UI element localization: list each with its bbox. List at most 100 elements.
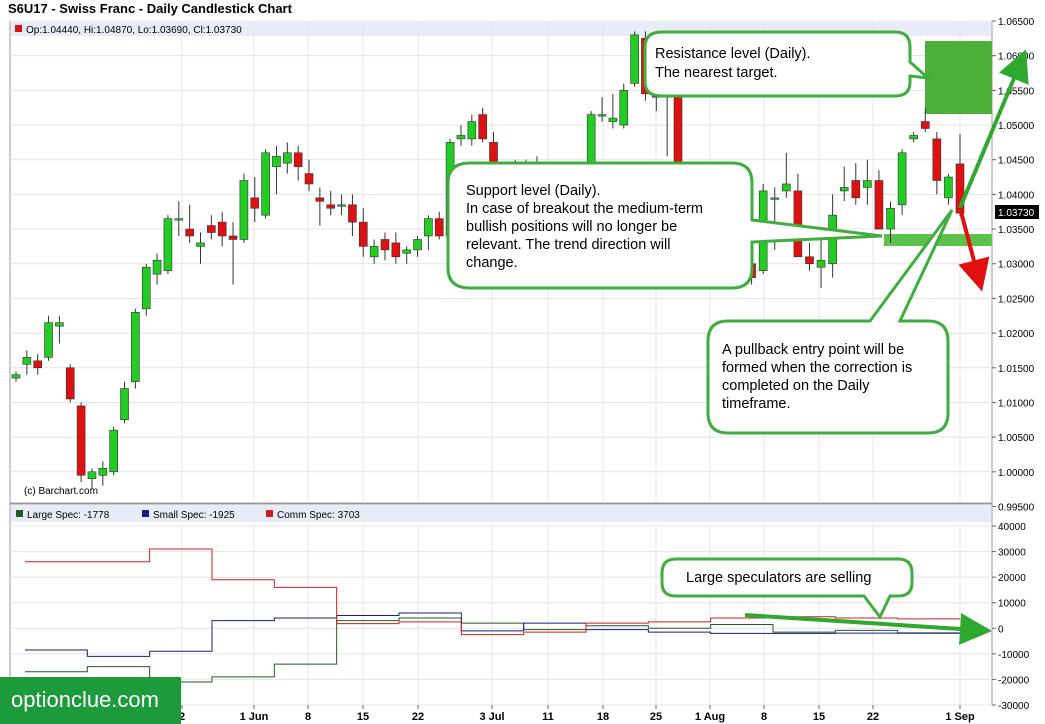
candle-bull bbox=[597, 114, 607, 117]
candle-bull bbox=[782, 183, 791, 192]
candle-bull bbox=[630, 34, 639, 84]
candle-bear bbox=[851, 180, 861, 199]
x-tick-label: 2 bbox=[179, 711, 185, 723]
candle-bear bbox=[293, 152, 303, 167]
candle-bull bbox=[55, 322, 64, 327]
support-text-5: change. bbox=[466, 255, 518, 271]
price-tick-label: 1.00500 bbox=[998, 433, 1035, 444]
x-tick-label: 11 bbox=[542, 711, 554, 723]
x-tick-label: 3 Jul bbox=[479, 711, 504, 723]
price-tick-label: 1.01500 bbox=[998, 364, 1035, 375]
resistance-text-2: The nearest target. bbox=[655, 65, 778, 81]
x-tick-label: 22 bbox=[412, 711, 424, 723]
cot-series-line bbox=[25, 617, 960, 683]
candle-bear bbox=[65, 367, 75, 400]
cot-legend-label: Small Spec: -1925 bbox=[153, 510, 235, 521]
candle-bull bbox=[839, 187, 849, 192]
ohlc-label: Op:1.04440, Hi:1.04870, Lo:1.03690, Cl:1… bbox=[26, 25, 242, 36]
candle-bear bbox=[380, 239, 390, 251]
cot-legend-swatch bbox=[142, 510, 149, 517]
candle-bull bbox=[369, 246, 379, 258]
watermark-text: optionclue.com bbox=[11, 687, 159, 712]
candle-bull bbox=[87, 471, 97, 480]
x-axis: 2 1 Jun 8 15 22 3 Jul 11 18 25 1 Aug 8 15 22 1 Sep bbox=[179, 705, 975, 723]
last-price-label: 1.03730 bbox=[998, 208, 1035, 219]
candle-bull bbox=[131, 311, 140, 382]
cot-legend-swatch bbox=[16, 510, 23, 517]
candle-bull bbox=[467, 121, 477, 140]
support-text-1: Support level (Daily). bbox=[466, 183, 601, 199]
x-tick-label: 1 Aug bbox=[695, 711, 725, 723]
candle-bull bbox=[619, 90, 629, 126]
price-y-axis: 1.06500 1.06000 1.05500 1.05000 1.04500 1.040… bbox=[992, 17, 1035, 513]
candle-bull bbox=[174, 218, 184, 221]
candle-bull bbox=[770, 197, 780, 200]
support-text-4: relevant. The trend direction will bbox=[466, 237, 670, 253]
cot-tick-label: -20000 bbox=[998, 675, 1030, 686]
cot-legend: Large Spec: -1778 Small Spec: -1925 Comm S… bbox=[16, 510, 360, 521]
candle-bull bbox=[413, 239, 422, 251]
price-tick-label: 1.00000 bbox=[998, 468, 1035, 479]
candle-bear bbox=[250, 197, 260, 209]
candle-bear bbox=[391, 242, 401, 258]
candle-bull bbox=[11, 374, 21, 379]
price-tick-label: 1.04500 bbox=[998, 156, 1035, 167]
candle-bear bbox=[805, 256, 814, 265]
candle-bear bbox=[33, 360, 43, 369]
support-text-3: bullish positions will no longer be bbox=[466, 219, 677, 235]
candle-bear bbox=[920, 121, 930, 129]
price-tick-label: 1.02000 bbox=[998, 329, 1035, 340]
price-tick-label: 1.02500 bbox=[998, 294, 1035, 305]
cot-y-axis: 40000 30000 20000 10000 0 -10000 -20000 -30000 bbox=[992, 522, 1030, 712]
cot-tick-label: 10000 bbox=[998, 599, 1026, 610]
pullback-text-3: completed on the Daily bbox=[722, 378, 870, 394]
price-tick-label: 1.01000 bbox=[998, 398, 1035, 409]
candle-bear bbox=[326, 204, 336, 209]
price-tick-label: 1.03000 bbox=[998, 260, 1035, 271]
candle-bull bbox=[44, 322, 53, 358]
candle-bull bbox=[608, 117, 618, 122]
candle-bull bbox=[337, 204, 346, 207]
candle-bear bbox=[304, 173, 314, 185]
candle-bull bbox=[239, 180, 249, 240]
candle-bear bbox=[478, 114, 487, 140]
resistance-text-1: Resistance level (Daily). bbox=[655, 46, 811, 62]
pullback-text-2: formed when the correction is bbox=[722, 360, 912, 376]
candle-bear bbox=[358, 221, 368, 247]
candle-bull bbox=[283, 152, 292, 164]
ohlc-legend-swatch bbox=[15, 25, 22, 32]
price-tick-label: 0.99500 bbox=[998, 502, 1035, 513]
price-tick-label: 1.06000 bbox=[998, 52, 1035, 63]
x-tick-label: 1 Sep bbox=[945, 711, 975, 723]
candle-bear bbox=[185, 228, 194, 237]
cot-tick-label: -10000 bbox=[998, 650, 1030, 661]
cot-panel bbox=[9, 503, 993, 706]
speculators-text: Large speculators are selling bbox=[686, 570, 871, 586]
candle-bull bbox=[98, 468, 108, 476]
candle-bull bbox=[897, 152, 907, 206]
last-price-badge bbox=[995, 205, 1039, 219]
x-tick-label: 8 bbox=[761, 711, 767, 723]
candle-bear bbox=[228, 235, 238, 240]
candle-bear bbox=[348, 204, 357, 223]
x-tick-label: 18 bbox=[597, 711, 609, 723]
cot-legend-bar bbox=[11, 505, 991, 522]
x-tick-label: 8 bbox=[305, 711, 311, 723]
cot-tick-label: 40000 bbox=[998, 522, 1026, 533]
price-tick-label: 1.03500 bbox=[998, 225, 1035, 236]
support-text-2: In case of breakout the medium-term bbox=[466, 201, 703, 217]
candle-bull bbox=[120, 388, 129, 421]
cot-legend-label: Comm Spec: 3703 bbox=[277, 510, 360, 521]
candle-bull bbox=[109, 429, 118, 473]
candle-bull bbox=[141, 266, 151, 310]
bearish-arrow bbox=[958, 207, 990, 292]
speculators-arrow bbox=[744, 612, 992, 645]
candle-bear bbox=[207, 225, 216, 233]
candle-bear bbox=[874, 180, 884, 230]
candle-bull bbox=[944, 176, 953, 199]
candle-bull bbox=[456, 135, 466, 140]
cot-tick-label: 0 bbox=[998, 624, 1004, 635]
speculators-callout: Large speculators are selling bbox=[660, 557, 914, 620]
candle-bull bbox=[261, 152, 270, 216]
